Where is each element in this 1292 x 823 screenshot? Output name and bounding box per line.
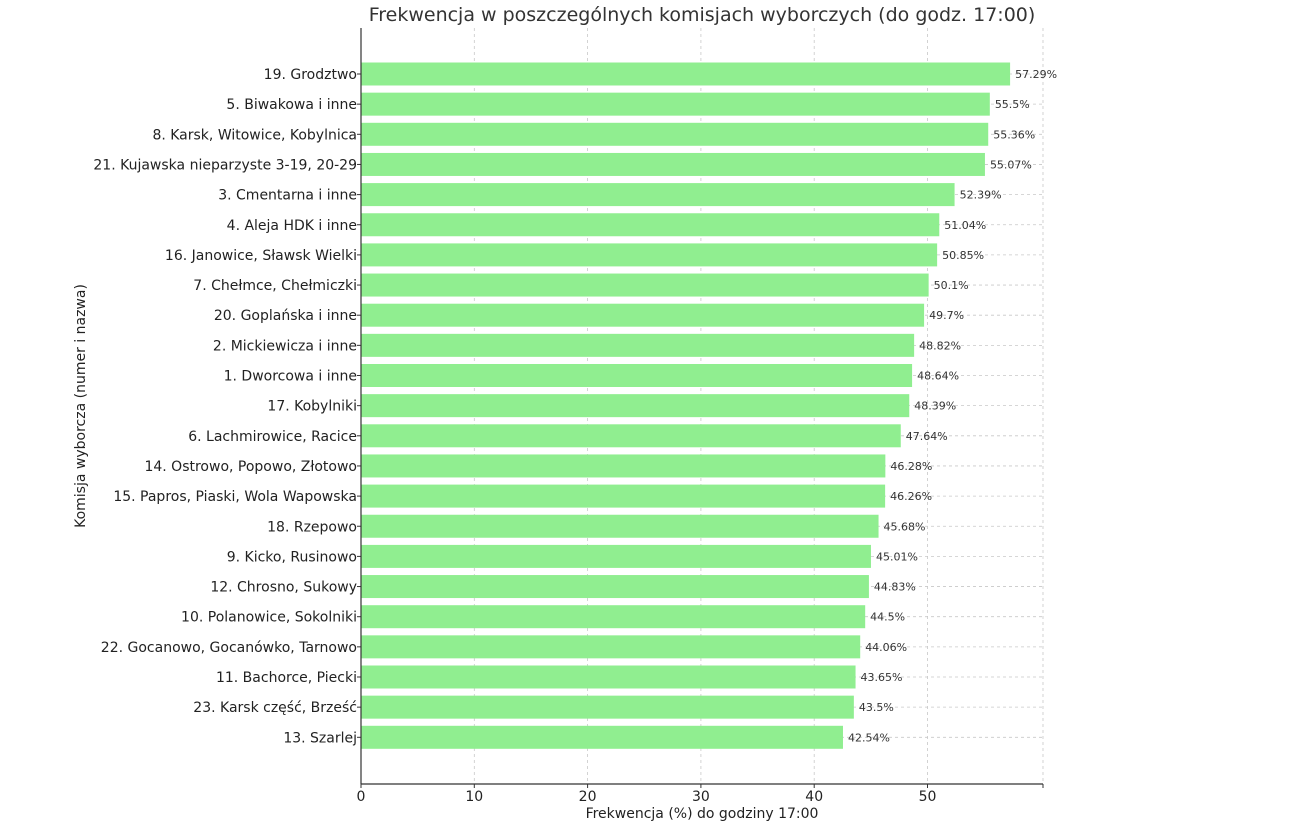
- category-label: 11. Bachorce, Piecki: [216, 670, 357, 686]
- bar: [361, 303, 925, 327]
- labels: 57.29% 19. Grodztwo 55.5% 5. Biwakowa i inn…: [93, 67, 1057, 805]
- bar: [361, 243, 938, 267]
- bar-value-label: 48.39%: [914, 400, 956, 413]
- bar-value-label: 45.01%: [876, 550, 918, 563]
- bars: [361, 62, 1011, 749]
- bar: [361, 454, 886, 478]
- bar-value-label: 45.68%: [884, 520, 926, 533]
- bar: [361, 635, 861, 659]
- bar: [361, 183, 955, 207]
- bar-value-label: 55.07%: [990, 158, 1032, 171]
- bar-value-label: 47.64%: [906, 430, 948, 443]
- category-label: 13. Szarlej: [283, 730, 357, 746]
- x-axis-label: Frekwencja (%) do godziny 17:00: [586, 806, 819, 822]
- bar: [361, 122, 989, 146]
- x-tick-label: 20: [579, 789, 597, 805]
- category-label: 12. Chrosno, Sukowy: [210, 580, 357, 596]
- chart-title: Frekwencja w poszczególnych komisjach wy…: [369, 4, 1036, 26]
- bar-value-label: 46.28%: [890, 460, 932, 473]
- category-label: 20. Goplańska i inne: [214, 308, 357, 324]
- x-tick-label: 40: [805, 789, 823, 805]
- category-label: 8. Karsk, Witowice, Kobylnica: [152, 127, 357, 143]
- bar-value-label: 49.7%: [929, 309, 964, 322]
- category-label: 23. Karsk część, Brześć: [193, 700, 357, 716]
- bar-value-label: 48.82%: [919, 339, 961, 352]
- bar: [361, 544, 871, 568]
- bar-value-label: 43.5%: [859, 701, 894, 714]
- x-tick-label: 30: [692, 789, 710, 805]
- category-label: 1. Dworcowa i inne: [224, 369, 357, 385]
- category-label: 9. Kicko, Rusinowo: [227, 549, 357, 565]
- bar-value-label: 48.64%: [917, 370, 959, 383]
- bar: [361, 62, 1011, 86]
- category-label: 22. Gocanowo, Gocanówko, Tarnowo: [101, 640, 357, 656]
- bar-value-label: 55.5%: [995, 98, 1030, 111]
- category-label: 16. Janowice, Sławsk Wielki: [165, 248, 357, 264]
- bar: [361, 725, 843, 749]
- bar: [361, 364, 913, 387]
- bar: [361, 92, 990, 116]
- bar: [361, 575, 869, 599]
- bar-value-label: 51.04%: [944, 219, 986, 232]
- y-axis-label: Komisja wyborcza (numer i nazwa): [73, 284, 89, 528]
- bar-value-label: 44.06%: [865, 641, 907, 654]
- bar-value-label: 57.29%: [1015, 68, 1057, 81]
- bar-value-label: 50.1%: [934, 279, 969, 292]
- category-label: 7. Chełmce, Chełmiczki: [193, 278, 357, 294]
- bar: [361, 514, 879, 538]
- category-label: 14. Ostrowo, Popowo, Złotowo: [144, 459, 357, 475]
- category-label: 5. Biwakowa i inne: [226, 97, 357, 113]
- bar: [361, 605, 866, 629]
- bar-value-label: 50.85%: [942, 249, 984, 262]
- bar-value-label: 44.83%: [874, 581, 916, 594]
- bar-value-label: 46.26%: [890, 490, 932, 503]
- bar: [361, 213, 940, 237]
- x-tick-label: 0: [357, 789, 366, 805]
- category-label: 10. Polanowice, Sokolniki: [181, 610, 357, 626]
- x-tick-label: 10: [465, 789, 483, 805]
- bar: [361, 394, 910, 418]
- bar: [361, 333, 915, 357]
- axes: [357, 28, 1044, 788]
- bar: [361, 424, 901, 448]
- bar-value-label: 44.5%: [870, 611, 905, 624]
- category-label: 6. Lachmirowice, Racice: [188, 429, 357, 445]
- category-label: 21. Kujawska nieparzyste 3-19, 20-29: [93, 157, 357, 173]
- category-label: 2. Mickiewicza i inne: [213, 338, 357, 354]
- bar-value-label: 55.36%: [993, 128, 1035, 141]
- bar-value-label: 43.65%: [861, 671, 903, 684]
- bar: [361, 665, 856, 689]
- bar: [361, 695, 854, 719]
- x-tick-label: 50: [919, 789, 937, 805]
- bar: [361, 273, 929, 297]
- bar-value-label: 42.54%: [848, 731, 890, 744]
- category-label: 4. Aleja HDK i inne: [227, 218, 357, 234]
- category-label: 3. Cmentarna i inne: [218, 188, 357, 204]
- category-label: 18. Rzepowo: [267, 519, 357, 535]
- category-label: 15. Papros, Piaski, Wola Wapowska: [113, 489, 357, 505]
- bar: [361, 152, 985, 176]
- bar-value-label: 52.39%: [960, 189, 1002, 202]
- category-label: 19. Grodztwo: [264, 67, 357, 83]
- bar: [361, 484, 886, 508]
- category-label: 17. Kobylniki: [267, 399, 357, 415]
